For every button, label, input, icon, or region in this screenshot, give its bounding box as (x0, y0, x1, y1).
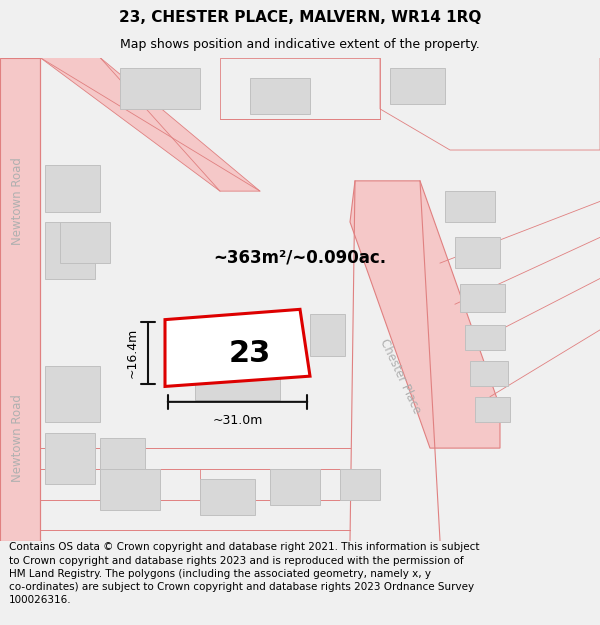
Text: 23: 23 (229, 339, 271, 367)
Bar (60, 222, 110, 263)
Bar (45, 222, 95, 279)
Text: Newtown Road: Newtown Road (11, 158, 25, 246)
Bar (270, 469, 320, 504)
Bar (470, 361, 508, 386)
Text: Chester Place: Chester Place (377, 337, 423, 416)
Text: Contains OS data © Crown copyright and database right 2021. This information is : Contains OS data © Crown copyright and d… (9, 542, 479, 605)
Text: 23, CHESTER PLACE, MALVERN, WR14 1RQ: 23, CHESTER PLACE, MALVERN, WR14 1RQ (119, 10, 481, 25)
Bar (45, 366, 100, 423)
Text: ~363m²/~0.090ac.: ~363m²/~0.090ac. (214, 249, 386, 267)
Bar (100, 438, 145, 474)
Bar (465, 325, 505, 351)
Bar (455, 238, 500, 268)
Polygon shape (350, 181, 500, 448)
Bar (100, 469, 160, 510)
Bar (390, 68, 445, 104)
Bar (45, 432, 95, 484)
Polygon shape (0, 58, 40, 541)
Text: Map shows position and indicative extent of the property.: Map shows position and indicative extent… (120, 38, 480, 51)
Bar (445, 191, 495, 222)
Bar (475, 397, 510, 422)
Text: ~31.0m: ~31.0m (212, 414, 263, 427)
Polygon shape (40, 58, 260, 191)
Bar (340, 469, 380, 499)
Bar (120, 68, 200, 109)
Polygon shape (165, 309, 310, 386)
Text: Newtown Road: Newtown Road (11, 394, 25, 482)
Bar (310, 314, 345, 356)
Bar (250, 78, 310, 114)
Bar (45, 166, 100, 212)
Text: ~16.4m: ~16.4m (125, 328, 139, 378)
Bar (460, 284, 505, 312)
Bar (200, 479, 255, 515)
Bar (195, 333, 280, 400)
